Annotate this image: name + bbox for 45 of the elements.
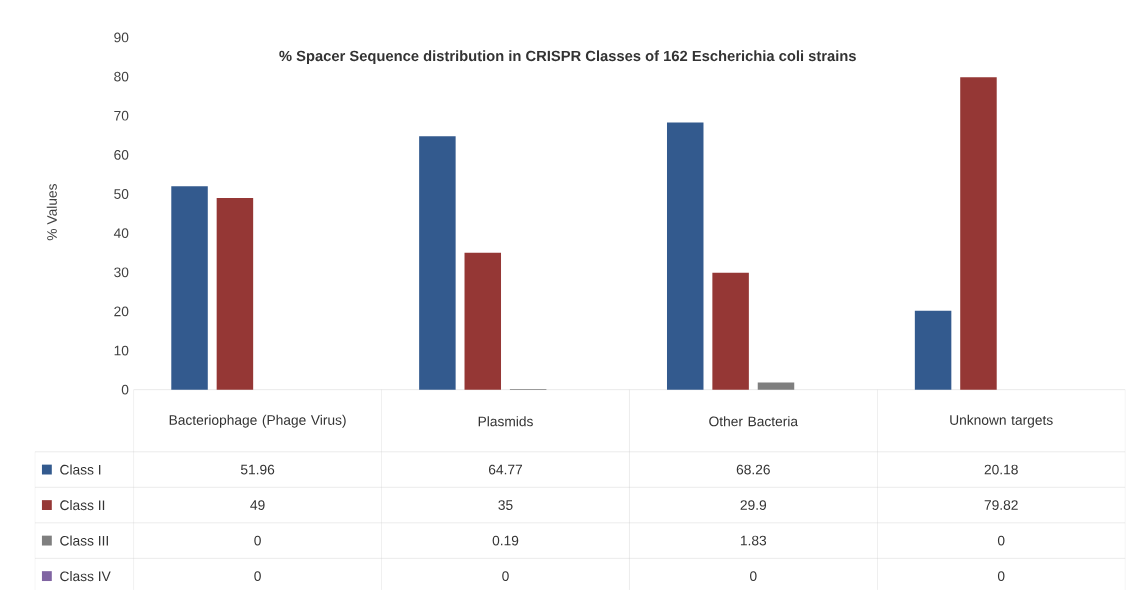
data-label: 51.96 bbox=[240, 464, 275, 475]
data-label: 0 bbox=[997, 571, 1005, 581]
data-label: 0.19 bbox=[492, 535, 519, 546]
y-tick-label: 20 bbox=[114, 306, 129, 317]
y-tick-label: 80 bbox=[114, 71, 129, 82]
y-tick-label: 50 bbox=[114, 189, 129, 199]
data-label: 0 bbox=[997, 535, 1005, 546]
bar bbox=[712, 272, 749, 390]
bar bbox=[171, 186, 208, 390]
y-axis-title: % Values bbox=[46, 183, 57, 241]
y-tick-label: 0 bbox=[121, 384, 129, 395]
data-label: 64.77 bbox=[488, 464, 523, 475]
legend-label: Class IV bbox=[60, 571, 111, 582]
data-label: 0 bbox=[254, 571, 261, 581]
data-label: 79.82 bbox=[984, 500, 1018, 510]
data-label: 35 bbox=[498, 500, 513, 510]
legend-label: Class I bbox=[60, 464, 101, 475]
data-label: 1.83 bbox=[740, 535, 767, 546]
data-label: 20.18 bbox=[984, 464, 1018, 475]
bar bbox=[960, 77, 997, 390]
bar bbox=[914, 310, 952, 390]
bar bbox=[757, 382, 795, 390]
x-tick-label: Plasmids bbox=[478, 416, 533, 427]
y-tick-label: 60 bbox=[114, 149, 129, 160]
y-tick-label: 10 bbox=[114, 345, 129, 356]
legend-label: Class III bbox=[60, 535, 108, 546]
x-tick-label: Bacteriophage (Phage Virus) bbox=[169, 414, 346, 428]
y-tick-label: 40 bbox=[113, 228, 129, 238]
y-tick-label: 70 bbox=[114, 110, 129, 121]
text: % Spacer Sequence distribution in CRISPR Classes of 162 Escherichia coli strains bbox=[279, 50, 856, 65]
data-label: 49 bbox=[250, 500, 265, 510]
data-label: 0 bbox=[502, 571, 509, 581]
bar bbox=[216, 197, 254, 390]
bar bbox=[419, 136, 456, 390]
y-tick-label: 30 bbox=[114, 267, 129, 278]
x-tick-label: Unknown targets bbox=[950, 414, 1053, 428]
y-tick-label: 90 bbox=[114, 32, 129, 43]
legend-label: Class II bbox=[60, 499, 105, 511]
data-label: 0 bbox=[254, 535, 261, 546]
bar bbox=[666, 122, 704, 390]
x-tick-label: Other Bacteria bbox=[709, 416, 799, 427]
data-label: 29.9 bbox=[740, 500, 767, 510]
data-label: 68.26 bbox=[736, 464, 770, 475]
bar bbox=[464, 252, 502, 390]
data-label: 0 bbox=[750, 571, 757, 581]
